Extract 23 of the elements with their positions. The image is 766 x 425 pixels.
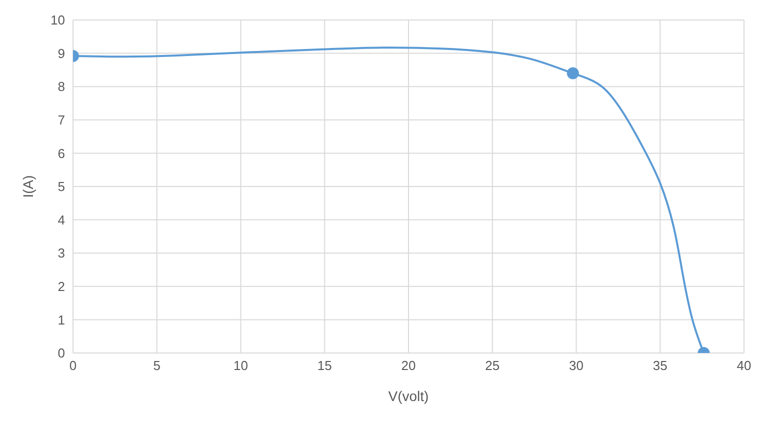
y-axis-title: I(A) (20, 175, 36, 198)
x-tick-label: 25 (485, 358, 500, 374)
y-tick-label: 1 (58, 312, 65, 328)
x-tick-label: 10 (234, 358, 248, 374)
y-tick-label: 2 (58, 279, 65, 294)
x-tick-label: 30 (569, 358, 584, 374)
y-tick-label: 9 (58, 46, 65, 61)
y-tick-label: 3 (58, 246, 65, 261)
y-tick-label: 7 (58, 112, 65, 128)
x-tick-label: 15 (317, 358, 332, 374)
y-tick-label: 0 (58, 346, 65, 361)
x-tick-label: 5 (153, 358, 160, 374)
y-tick-label: 8 (58, 79, 65, 94)
point (566, 67, 579, 80)
y-tick-label: 6 (58, 146, 65, 161)
x-axis-title: V(volt) (388, 388, 429, 404)
y-tick-label: 4 (58, 212, 65, 228)
x-tick-label: 0 (69, 358, 77, 374)
y-tick-label: 10 (50, 12, 65, 28)
x-tick-label: 35 (652, 358, 668, 374)
x-tick-label: 20 (401, 358, 416, 374)
x-tick-label: 40 (736, 358, 752, 374)
y-tick-label: 5 (58, 179, 65, 194)
